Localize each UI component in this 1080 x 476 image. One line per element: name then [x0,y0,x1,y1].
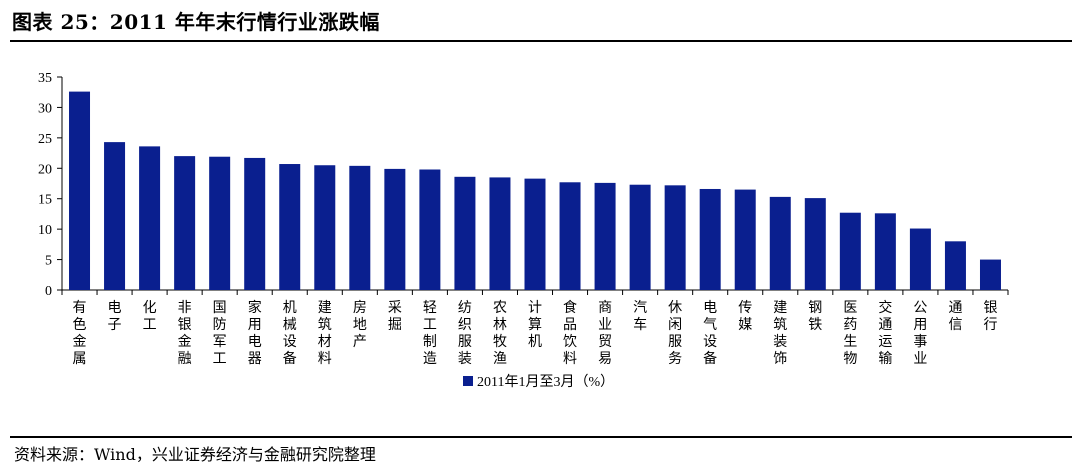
title-divider [10,40,1072,42]
category-label: 有色金属 [73,300,87,367]
category-label: 电子 [108,300,122,333]
bar [559,182,581,290]
category-label: 医药生物 [843,300,857,367]
y-tick-label: 35 [38,71,52,86]
category-label: 电气设备 [703,300,717,367]
bar [909,228,931,290]
bar [349,165,371,290]
category-label: 建筑装饰 [773,300,787,367]
footer-divider [10,436,1072,438]
y-tick-label: 15 [38,193,52,208]
bar [874,213,896,290]
category-label: 通信 [948,300,962,333]
bar [699,188,721,290]
bar [944,241,966,290]
bar [594,182,616,290]
category-label: 采掘 [388,300,402,333]
category-label: 纺织服装 [458,300,472,367]
bar [139,146,161,290]
category-label: 化工 [143,300,157,333]
category-label: 银行 [983,300,997,333]
y-tick-label: 25 [38,132,52,147]
category-label: 机械设备 [283,300,297,367]
bar [384,168,406,290]
category-label: 建筑材料 [318,300,332,367]
category-label: 轻工制造 [423,300,437,367]
bar [524,178,546,290]
category-label: 家用电器 [248,299,262,367]
y-tick-label: 5 [45,254,52,269]
category-label: 公用事业 [913,300,927,367]
y-tick-label: 20 [38,162,52,177]
bar [664,185,686,290]
category-label: 钢铁 [808,300,822,333]
bar [244,157,266,290]
category-label: 商业贸易 [598,300,612,367]
bar [979,259,1001,290]
bar [419,169,441,290]
bar [734,189,756,290]
bar [69,91,91,290]
bar [489,177,511,290]
bar [769,196,791,290]
category-label: 农林牧渔 [493,300,507,367]
bar [104,142,126,290]
category-label: 非银金融 [178,300,192,367]
category-label: 汽车 [633,300,647,333]
bar [209,156,231,290]
legend-label: 2011年1月至3月（%） [477,374,614,390]
bar [839,212,861,290]
category-label: 计算机 [528,300,542,350]
legend-swatch [463,376,473,386]
y-tick-label: 0 [45,284,52,299]
source-note: 资料来源：Wind，兴业证券经济与金融研究院整理 [14,445,376,464]
bar [454,176,476,290]
category-label: 国防军工 [213,300,227,367]
bar [174,156,196,290]
bar [314,165,336,290]
category-label: 食品饮料 [563,299,577,367]
chart-title: 图表 25：2011 年年末行情行业涨跌幅 [12,10,380,34]
category-label: 房地产 [353,300,367,350]
y-tick-label: 10 [38,223,52,238]
category-label: 传媒 [738,300,752,333]
bar [804,198,826,290]
category-label: 休闲服务 [668,300,682,367]
bar [629,184,651,290]
category-label: 交通运输 [878,299,892,367]
bar [279,164,301,290]
y-tick-label: 30 [38,101,52,116]
